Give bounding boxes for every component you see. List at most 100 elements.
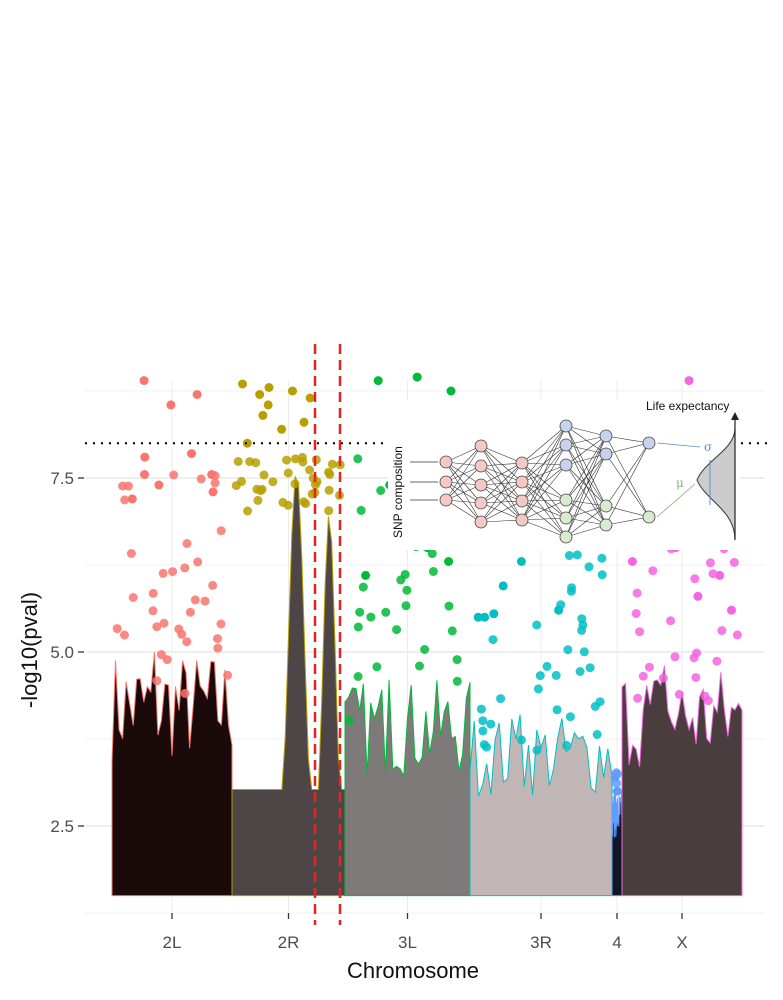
snp-point xyxy=(496,694,506,704)
snp-point xyxy=(112,624,122,634)
snp-point xyxy=(691,673,701,682)
nn-edge xyxy=(565,435,607,538)
snp-point xyxy=(278,497,288,507)
snp-point xyxy=(478,726,488,736)
nn-edge xyxy=(565,499,607,507)
snp-point xyxy=(597,553,607,563)
x-tick-label: 2L xyxy=(163,933,182,952)
top-snp-point xyxy=(277,424,287,434)
top-snp-point xyxy=(489,609,499,619)
y-tick-label: 5.0 xyxy=(50,643,74,662)
snp-point xyxy=(180,563,190,573)
nn-edge xyxy=(480,445,523,483)
nn-edge xyxy=(521,425,567,483)
snp-point xyxy=(159,618,169,628)
nn-edge xyxy=(565,444,607,526)
snp-point xyxy=(401,601,411,611)
nn-node xyxy=(599,518,613,532)
snp-point xyxy=(353,672,363,681)
nn-node xyxy=(474,439,488,453)
top-snp-point xyxy=(140,452,150,462)
snp-point xyxy=(120,630,129,640)
snp-point xyxy=(213,634,222,644)
snp-point xyxy=(674,689,684,699)
snp-point xyxy=(253,495,263,505)
snp-point xyxy=(366,612,376,622)
snp-point xyxy=(353,454,363,464)
top-snp-point xyxy=(166,400,176,410)
top-snp-point xyxy=(693,591,703,601)
snp-point xyxy=(592,730,602,739)
nn-edge xyxy=(521,464,567,521)
nn-edge xyxy=(565,435,607,501)
nn-edges xyxy=(410,425,701,538)
top-snp-point xyxy=(139,376,149,386)
top-snp-point xyxy=(361,570,371,580)
snp-point xyxy=(552,705,562,715)
nn-node xyxy=(599,429,613,443)
snp-point xyxy=(185,607,195,617)
snp-point xyxy=(327,459,337,469)
nn-edge xyxy=(521,499,567,502)
top-snp-point xyxy=(516,557,526,566)
nn-edge xyxy=(521,462,567,519)
snp-density-X xyxy=(621,665,743,897)
nn-edge xyxy=(605,453,650,518)
snp-point xyxy=(633,693,643,703)
snp-point xyxy=(356,505,366,515)
snp-point xyxy=(415,661,424,671)
nn-edge xyxy=(480,519,523,523)
top-snp-point xyxy=(154,480,164,490)
top-snp-point xyxy=(207,470,217,479)
nn-node xyxy=(439,455,453,469)
snp-point xyxy=(482,742,491,752)
nn-edge xyxy=(521,499,567,521)
snp-point xyxy=(584,562,594,572)
nn-edge xyxy=(480,445,523,464)
snp-background-layer xyxy=(111,476,743,897)
top-snp-point xyxy=(446,386,456,396)
snp-point xyxy=(216,526,226,536)
snp-point xyxy=(152,622,162,632)
nn-edge xyxy=(445,481,482,523)
snp-point xyxy=(305,465,315,475)
nn-node xyxy=(559,511,573,525)
snp-point xyxy=(301,499,311,509)
snp-point xyxy=(631,609,641,618)
snp-point xyxy=(635,627,645,637)
snp-point xyxy=(658,673,668,683)
top-snp-point xyxy=(554,605,564,615)
snp-point xyxy=(638,671,648,681)
top-snp-point xyxy=(684,376,694,386)
snp-density-3R xyxy=(469,714,613,897)
snp-point xyxy=(700,691,710,701)
top-snp-point xyxy=(140,470,149,479)
snp-point xyxy=(297,452,307,462)
snp-point xyxy=(200,596,210,606)
nn-edge xyxy=(521,519,567,538)
top-snp-point xyxy=(258,410,268,420)
top-snp-point xyxy=(627,557,637,566)
snp-point xyxy=(532,745,542,755)
snp-point xyxy=(402,585,412,595)
snp-point xyxy=(152,676,162,686)
snp-point xyxy=(644,662,654,672)
nn-edge xyxy=(605,435,650,444)
top-snp-point xyxy=(187,449,196,459)
nn-edge xyxy=(565,453,607,538)
x-tick-label: X xyxy=(676,933,687,952)
nn-edge xyxy=(521,462,567,501)
top-snp-point xyxy=(480,612,490,622)
snp-point xyxy=(447,626,457,636)
snp-point xyxy=(567,583,577,593)
top-snp-point xyxy=(288,386,297,396)
nn-node xyxy=(559,438,573,452)
snp-point xyxy=(311,480,320,490)
nn-edge xyxy=(480,462,523,504)
y-tick-label: 7.5 xyxy=(50,469,74,488)
snp-point xyxy=(381,607,391,617)
snp-point xyxy=(717,626,727,636)
snp-point xyxy=(532,620,542,630)
snp-density-4 xyxy=(611,791,623,897)
